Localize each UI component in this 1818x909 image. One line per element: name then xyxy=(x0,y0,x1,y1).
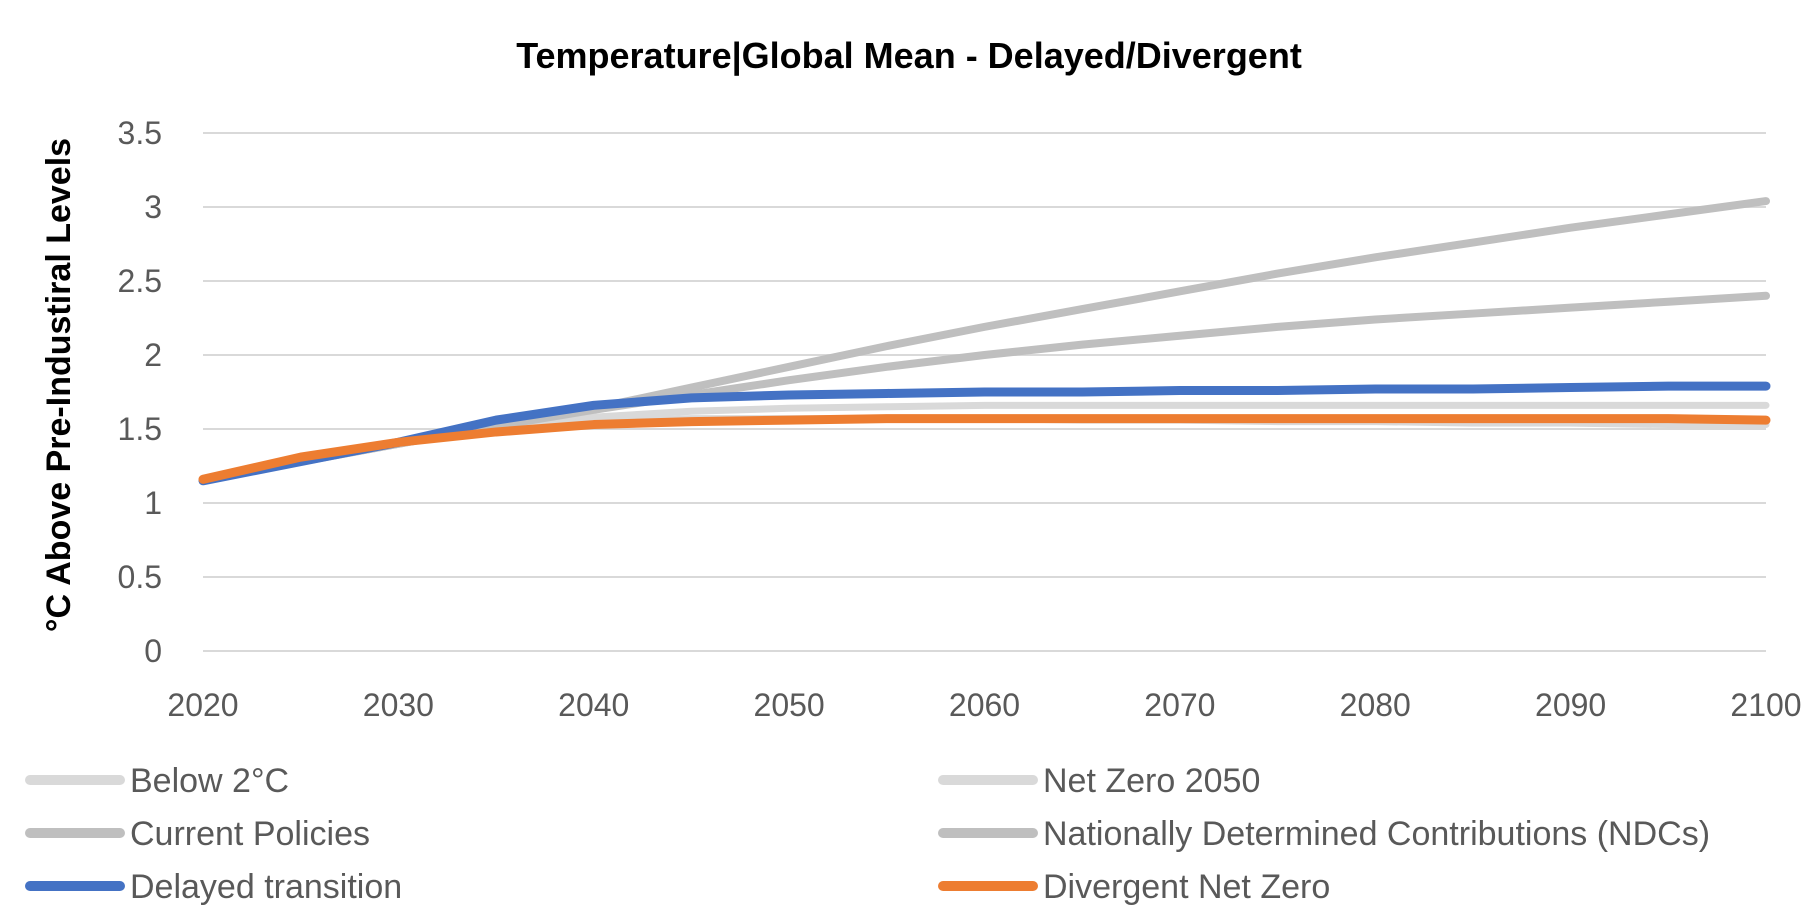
chart-title: Temperature|Global Mean - Delayed/Diverg… xyxy=(516,35,1302,77)
y-tick-label: 1 xyxy=(144,485,162,521)
legend-item: Delayed transition xyxy=(25,868,402,906)
legend-label: Below 2°C xyxy=(130,762,289,800)
y-axis-ticks: 0 0.5 1 1.5 2 2.5 3 3.5 xyxy=(118,115,162,669)
x-tick-label: 2090 xyxy=(1535,687,1606,723)
y-tick-label: 2 xyxy=(144,337,162,373)
x-tick-label: 2030 xyxy=(363,687,434,723)
series-line-divergent-net-zero xyxy=(198,414,1771,484)
legend-item: Nationally Determined Contributions (NDC… xyxy=(938,815,1710,853)
legend: Below 2°C Net Zero 2050 Current Policies Na… xyxy=(25,762,1710,906)
y-tick-label: 3.5 xyxy=(118,115,162,151)
legend-item: Net Zero 2050 xyxy=(938,762,1260,800)
y-tick-label: 2.5 xyxy=(118,263,162,299)
legend-label: Nationally Determined Contributions (NDC… xyxy=(1043,815,1710,853)
x-tick-label: 2070 xyxy=(1144,687,1215,723)
x-tick-label: 2040 xyxy=(558,687,629,723)
x-axis-ticks: 2020 2030 2040 2050 2060 2070 2080 2090 2100 xyxy=(167,687,1801,723)
x-tick-label: 2020 xyxy=(167,687,238,723)
legend-label: Divergent Net Zero xyxy=(1043,868,1330,906)
legend-item: Current Policies xyxy=(25,815,370,853)
x-tick-label: 2050 xyxy=(754,687,825,723)
x-tick-label: 2080 xyxy=(1340,687,1411,723)
series-line-net-zero-2050 xyxy=(199,415,1770,485)
plot-area xyxy=(198,197,1771,486)
x-tick-label: 2060 xyxy=(949,687,1020,723)
series-line-delayed-transition xyxy=(198,381,1771,486)
y-tick-label: 3 xyxy=(144,189,162,225)
legend-label: Delayed transition xyxy=(130,868,402,906)
y-tick-label: 0 xyxy=(144,633,162,669)
y-tick-label: 0.5 xyxy=(118,559,162,595)
y-axis-label: °C Above Pre-Industiral Levels xyxy=(40,138,78,632)
legend-item: Divergent Net Zero xyxy=(938,868,1330,906)
legend-label: Net Zero 2050 xyxy=(1043,762,1260,800)
y-tick-label: 1.5 xyxy=(118,411,162,447)
legend-item: Below 2°C xyxy=(25,762,289,800)
x-tick-label: 2100 xyxy=(1730,687,1801,723)
legend-label: Current Policies xyxy=(130,815,370,853)
